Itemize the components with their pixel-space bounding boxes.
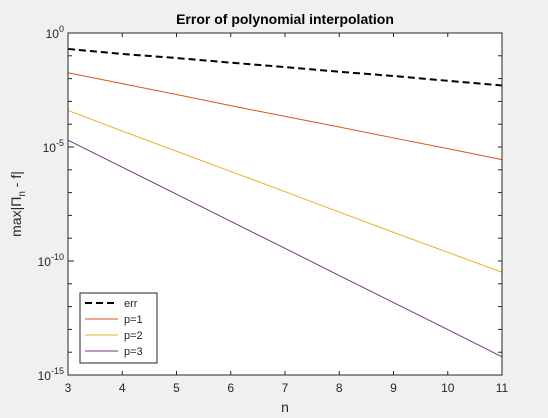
- y-tick-label: 10-5: [43, 138, 64, 155]
- x-axis-label: n: [281, 399, 289, 415]
- chart-title: Error of polynomial interpolation: [176, 11, 394, 27]
- x-tick-label: 3: [65, 381, 72, 395]
- x-tick-label: 10: [441, 381, 455, 395]
- series-layer: [67, 47, 503, 358]
- y-axis-label: max|Πn - f|: [8, 171, 28, 237]
- x-tick-label: 4: [119, 381, 126, 395]
- series-line-p-3: [67, 139, 503, 358]
- y-tick-label: 10-10: [38, 252, 64, 269]
- y-axis-label-sub: n: [17, 191, 28, 197]
- legend-label-p-3: p=3: [124, 346, 143, 358]
- y-axis-label-main: max|Π: [8, 197, 24, 237]
- x-tick-label: 11: [496, 381, 509, 395]
- y-tick-label: 10-15: [38, 366, 64, 383]
- y-tick-label: 100: [46, 24, 64, 41]
- x-tick-label: 6: [227, 381, 234, 395]
- x-tick-label: 8: [336, 381, 343, 395]
- y-axis-label-tail: - f|: [8, 171, 24, 191]
- legend-label-err: err: [124, 298, 138, 310]
- legend: err p=1 p=2 p=3: [79, 292, 158, 364]
- x-tick-label: 9: [390, 381, 397, 395]
- series-line-p-1: [67, 72, 503, 161]
- series-line-err: [67, 47, 503, 87]
- x-tick-label: 5: [173, 381, 180, 395]
- x-tick-label: 7: [282, 381, 289, 395]
- x-ticks: 3 4 5 6 7 8 9 10 11: [65, 33, 509, 395]
- series-line-p-2: [67, 110, 503, 273]
- legend-label-p-2: p=2: [124, 330, 143, 342]
- y-ticks: 100 10-5 10-10 10-15: [38, 24, 502, 383]
- legend-label-p-1: p=1: [124, 314, 143, 326]
